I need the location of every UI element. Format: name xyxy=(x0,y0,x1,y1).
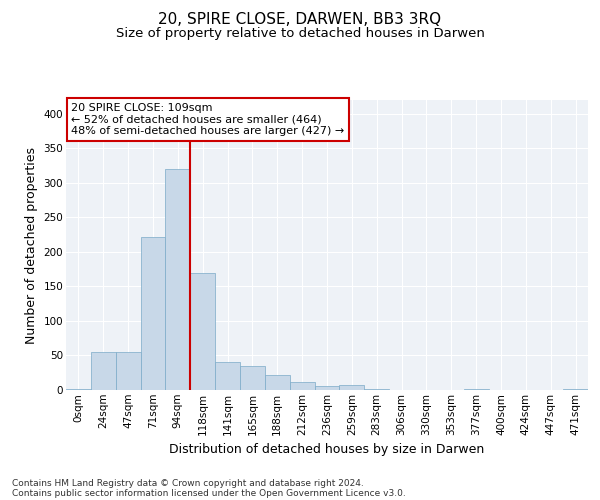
Bar xyxy=(140,236,166,390)
Bar xyxy=(240,366,265,390)
Bar xyxy=(340,385,364,390)
Text: 20 SPIRE CLOSE: 109sqm
← 52% of detached houses are smaller (464)
48% of semi-de: 20 SPIRE CLOSE: 109sqm ← 52% of detached… xyxy=(71,103,344,136)
Text: Size of property relative to detached houses in Darwen: Size of property relative to detached ho… xyxy=(116,28,484,40)
Bar xyxy=(290,382,314,390)
Text: Contains public sector information licensed under the Open Government Licence v3: Contains public sector information licen… xyxy=(12,488,406,498)
Y-axis label: Number of detached properties: Number of detached properties xyxy=(25,146,38,344)
Bar xyxy=(265,375,290,390)
Bar xyxy=(215,362,240,390)
Bar xyxy=(314,386,340,390)
Bar xyxy=(91,352,116,390)
Text: 20, SPIRE CLOSE, DARWEN, BB3 3RQ: 20, SPIRE CLOSE, DARWEN, BB3 3RQ xyxy=(158,12,442,28)
Bar xyxy=(66,388,91,390)
X-axis label: Distribution of detached houses by size in Darwen: Distribution of detached houses by size … xyxy=(169,443,485,456)
Bar xyxy=(166,169,190,390)
Bar xyxy=(190,272,215,390)
Bar xyxy=(563,388,588,390)
Text: Contains HM Land Registry data © Crown copyright and database right 2024.: Contains HM Land Registry data © Crown c… xyxy=(12,478,364,488)
Bar xyxy=(116,352,140,390)
